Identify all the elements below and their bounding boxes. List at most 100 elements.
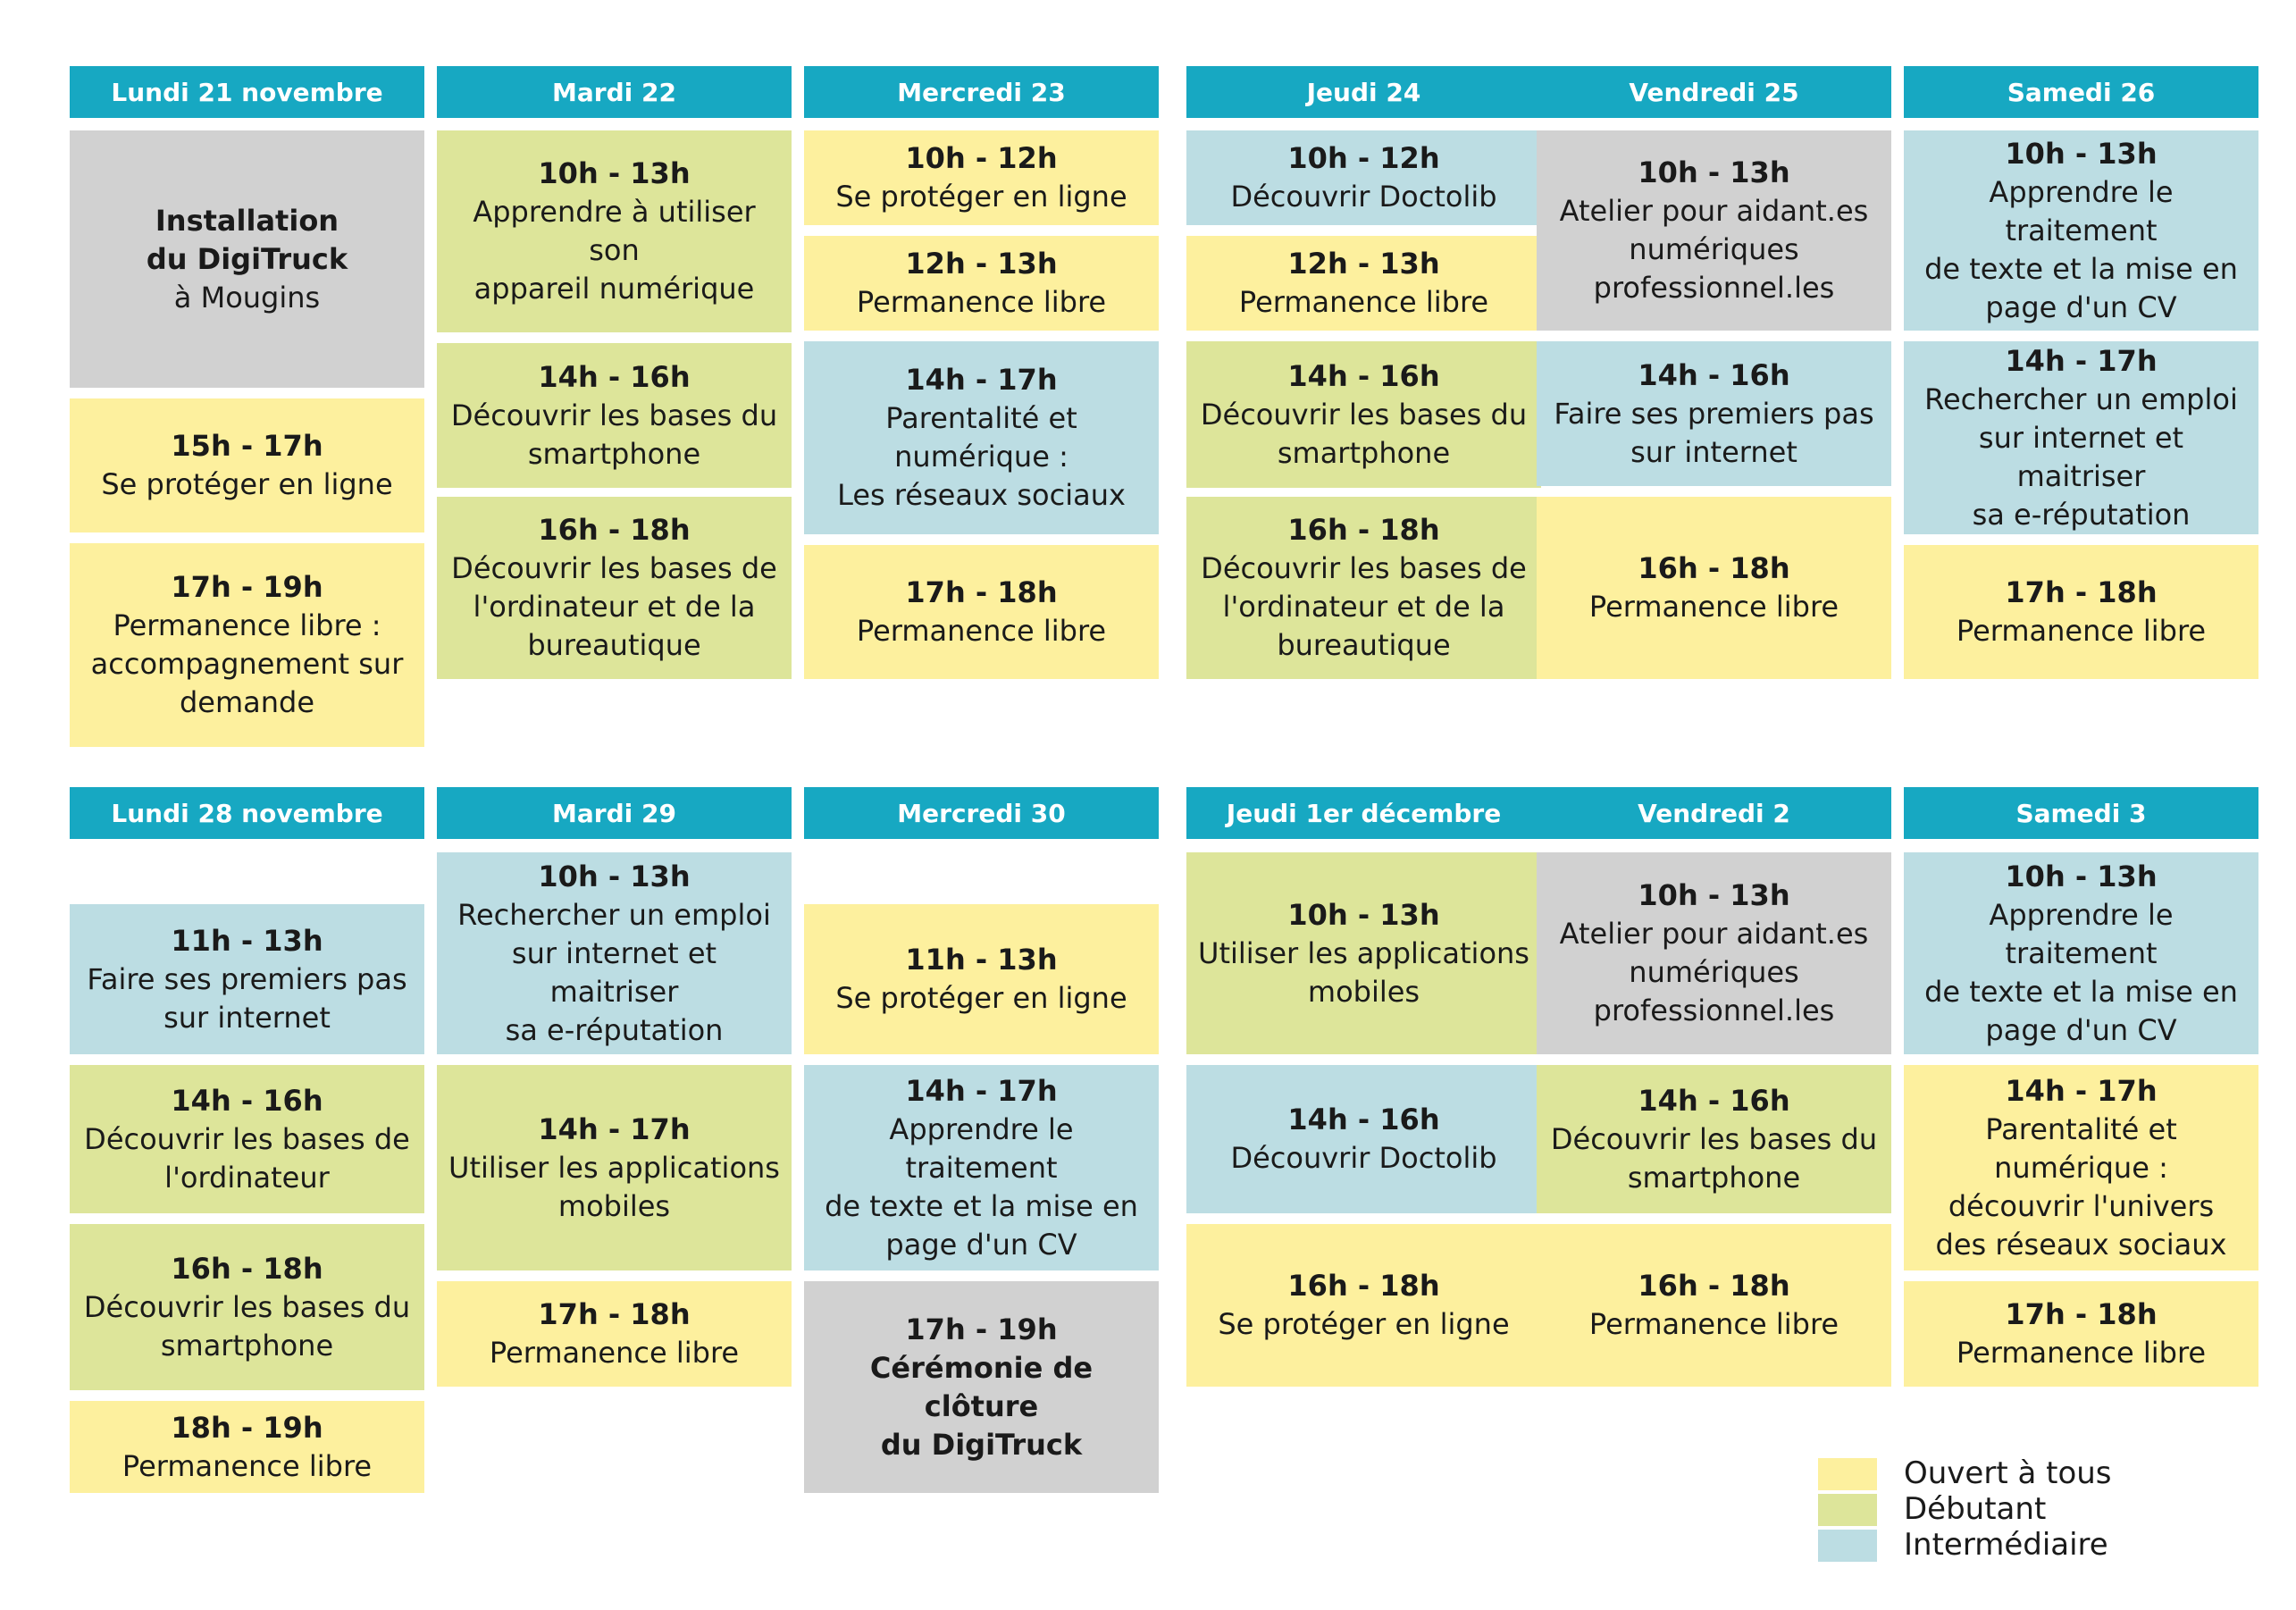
day-column: Lundi 28 novembre 11h - 13h Faire ses pr…: [70, 787, 424, 1493]
day-header: Lundi 21 novembre: [70, 66, 424, 118]
day-column: Lundi 21 novembre Installation du DigiTr…: [70, 66, 424, 747]
session-block: 14h - 17h Rechercher un emploi sur inter…: [1904, 341, 2258, 534]
day-header: Mercredi 23: [804, 66, 1159, 118]
legend-swatch: [1818, 1458, 1877, 1490]
session-block: 17h - 18h Permanence libre: [437, 1281, 792, 1387]
session-block: 14h - 16h Découvrir les bases du smartph…: [1537, 1065, 1891, 1213]
session-time: 14h - 17h: [905, 363, 1058, 397]
session-time: 10h - 13h: [1287, 897, 1440, 932]
session-location: à Mougins: [173, 280, 321, 314]
session-title: Découvrir Doctolib: [1230, 180, 1497, 214]
week-2: Lundi 28 novembre 11h - 13h Faire ses pr…: [70, 787, 2271, 1493]
day-column: Samedi 26 10h - 13h Apprendre le traitem…: [1904, 66, 2258, 747]
session-title: Permanence libre: [856, 285, 1107, 319]
session-time: 10h - 13h: [2005, 136, 2158, 171]
session-block: 12h - 13h Permanence libre: [804, 236, 1159, 331]
session-title: Permanence libre: [1588, 1307, 1839, 1341]
session-block: Installation du DigiTruck à Mougins: [70, 130, 424, 388]
week-1: Lundi 21 novembre Installation du DigiTr…: [70, 66, 2271, 747]
day-header: Jeudi 1er décembre: [1186, 787, 1541, 839]
session-block: 17h - 18h Permanence libre: [1904, 545, 2258, 679]
session-block: 15h - 17h Se protéger en ligne: [70, 398, 424, 532]
session-time: 16h - 18h: [1287, 1269, 1440, 1303]
session-time: 16h - 18h: [538, 513, 691, 547]
session-block: 11h - 13h Se protéger en ligne: [804, 904, 1159, 1054]
day-column: Mercredi 30 11h - 13h Se protéger en lig…: [804, 787, 1159, 1493]
session-title: Utiliser les applications mobiles: [1198, 935, 1529, 1009]
day-header: Lundi 28 novembre: [70, 787, 424, 839]
session-time: 17h - 18h: [2005, 575, 2158, 609]
session-title: Découvrir les bases du smartphone: [1550, 1121, 1878, 1195]
session-block: 10h - 13h Apprendre le traitement de tex…: [1904, 130, 2258, 331]
session-title: Parentalité et numérique : découvrir l'u…: [1935, 1111, 2227, 1262]
session-block: 10h - 13h Rechercher un emploi sur inter…: [437, 852, 792, 1054]
session-block: 11h - 13h Faire ses premiers pas sur int…: [70, 904, 424, 1054]
session-block: 10h - 13h Apprendre à utiliser son appar…: [437, 130, 792, 332]
session-time: 14h - 17h: [2005, 343, 2158, 378]
session-time: 17h - 18h: [538, 1297, 691, 1331]
session-title: Permanence libre: [122, 1448, 373, 1483]
legend-swatch: [1818, 1494, 1877, 1526]
session-time: 11h - 13h: [905, 943, 1058, 977]
session-time: 16h - 18h: [171, 1251, 323, 1286]
session-block: 10h - 13h Atelier pour aidant.es numériq…: [1537, 130, 1891, 331]
session-title: Se protéger en ligne: [835, 180, 1127, 214]
session-time: 14h - 16h: [1638, 357, 1790, 392]
session-time: 10h - 13h: [1638, 155, 1790, 189]
session-time: 10h - 13h: [1638, 878, 1790, 912]
session-time: 17h - 18h: [905, 575, 1058, 609]
session-block: 10h - 12h Découvrir Doctolib: [1186, 130, 1541, 225]
session-block: 14h - 16h Découvrir les bases du smartph…: [437, 343, 792, 488]
session-block: 10h - 12h Se protéger en ligne: [804, 130, 1159, 225]
day-column: Jeudi 24 10h - 12h Découvrir Doctolib 12…: [1186, 66, 1541, 747]
day-column: Samedi 3 10h - 13h Apprendre le traiteme…: [1904, 787, 2258, 1493]
session-time: 14h - 16h: [538, 359, 691, 394]
session-title: Se protéger en ligne: [1218, 1307, 1510, 1341]
session-title: Rechercher un emploi sur internet et mai…: [457, 897, 771, 1047]
session-block: 16h - 18h Permanence libre: [1537, 497, 1891, 679]
session-title: Découvrir les bases de l'ordinateur et d…: [1201, 551, 1527, 662]
session-block: 14h - 17h Parentalité et numérique : Les…: [804, 341, 1159, 534]
session-time: 10h - 13h: [538, 859, 691, 893]
session-title: Se protéger en ligne: [835, 981, 1127, 1015]
session-time: 16h - 18h: [1638, 1269, 1790, 1303]
session-time: 14h - 17h: [2005, 1073, 2158, 1108]
legend-label: Intermédiaire: [1904, 1527, 2108, 1563]
session-time: 14h - 16h: [1287, 358, 1440, 393]
session-block: 14h - 17h Utiliser les applications mobi…: [437, 1065, 792, 1270]
session-title: Découvrir Doctolib: [1230, 1141, 1497, 1175]
session-block: 16h - 18h Permanence libre: [1537, 1224, 1891, 1387]
session-time: 12h - 13h: [905, 247, 1058, 281]
session-block: 14h - 16h Découvrir les bases de l'ordin…: [70, 1065, 424, 1213]
session-title: Faire ses premiers pas sur internet: [87, 961, 407, 1035]
session-title: Faire ses premiers pas sur internet: [1554, 396, 1874, 469]
session-time: 14h - 16h: [171, 1083, 323, 1118]
session-time: 15h - 17h: [171, 429, 323, 463]
session-time: 17h - 19h: [171, 570, 323, 604]
session-time: 10h - 13h: [538, 156, 691, 190]
session-time: 17h - 19h: [905, 1312, 1058, 1346]
session-time: 10h - 13h: [2005, 859, 2158, 893]
session-block: 10h - 13h Atelier pour aidant.es numériq…: [1537, 852, 1891, 1054]
session-time: 17h - 18h: [2005, 1297, 2158, 1331]
session-time: 14h - 17h: [905, 1073, 1058, 1108]
session-time: 12h - 13h: [1287, 247, 1440, 281]
day-header: Mercredi 30: [804, 787, 1159, 839]
day-column: Mardi 22 10h - 13h Apprendre à utiliser …: [437, 66, 792, 747]
session-title: Permanence libre: [1238, 285, 1489, 319]
session-title: Se protéger en ligne: [101, 467, 393, 501]
session-title: Atelier pour aidant.es numériques profes…: [1559, 194, 1869, 305]
session-block: 10h - 13h Utiliser les applications mobi…: [1186, 852, 1541, 1054]
day-header: Jeudi 24: [1186, 66, 1541, 118]
session-time: 14h - 17h: [538, 1111, 691, 1146]
legend-label: Débutant: [1904, 1491, 2047, 1527]
session-title: Apprendre le traitement de texte et la m…: [1924, 174, 2238, 324]
session-title: Permanence libre: [489, 1336, 740, 1370]
day-column: Vendredi 2 10h - 13h Atelier pour aidant…: [1537, 787, 1891, 1493]
session-block: 16h - 18h Découvrir les bases de l'ordin…: [1186, 497, 1541, 679]
session-time: 16h - 18h: [1638, 551, 1790, 585]
session-title: Apprendre à utiliser son appareil numéri…: [473, 195, 756, 306]
session-title: Apprendre le traitement de texte et la m…: [825, 1111, 1138, 1262]
session-block: 17h - 18h Permanence libre: [1904, 1281, 2258, 1387]
session-block: 16h - 18h Se protéger en ligne: [1186, 1224, 1541, 1387]
